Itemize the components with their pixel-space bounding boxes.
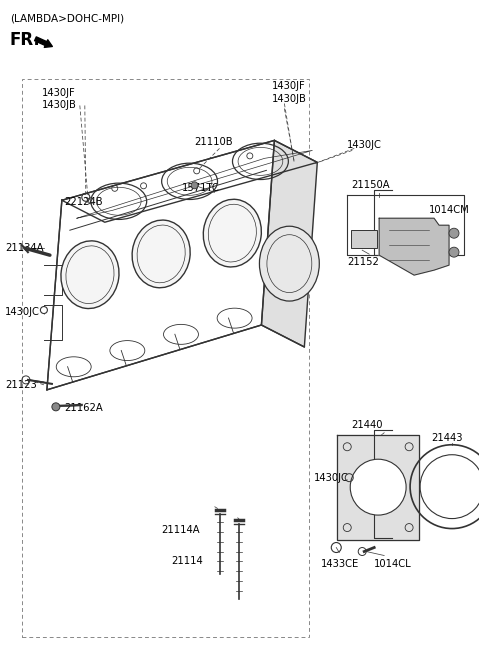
Text: 21443: 21443 <box>431 433 463 443</box>
Circle shape <box>40 307 48 313</box>
Text: 1430JF: 1430JF <box>42 87 76 97</box>
Polygon shape <box>337 435 419 539</box>
Ellipse shape <box>61 241 119 309</box>
Ellipse shape <box>204 199 262 267</box>
Bar <box>22 79 309 637</box>
Text: 1014CM: 1014CM <box>429 205 470 215</box>
Bar <box>351 230 377 248</box>
Text: 1430JC: 1430JC <box>5 307 40 317</box>
Text: 22124B: 22124B <box>64 197 103 207</box>
Text: 1571TC: 1571TC <box>181 183 219 193</box>
Polygon shape <box>62 141 317 222</box>
Text: FR.: FR. <box>10 31 41 49</box>
Text: 1430JB: 1430JB <box>42 101 77 110</box>
Text: 21134A: 21134A <box>5 243 44 253</box>
Circle shape <box>350 459 406 515</box>
Circle shape <box>449 228 459 238</box>
Polygon shape <box>379 218 449 275</box>
Text: 1433CE: 1433CE <box>321 560 360 570</box>
Text: (LAMBDA>DOHC-MPI): (LAMBDA>DOHC-MPI) <box>10 14 124 24</box>
Text: 21114A: 21114A <box>162 524 200 535</box>
Text: 21114: 21114 <box>172 556 204 566</box>
Polygon shape <box>262 141 317 347</box>
Text: 21440: 21440 <box>351 420 383 430</box>
Text: 21162A: 21162A <box>64 403 103 413</box>
Circle shape <box>191 182 198 189</box>
Text: 21123: 21123 <box>5 380 37 390</box>
Circle shape <box>449 247 459 257</box>
Text: 1014CL: 1014CL <box>374 560 412 570</box>
Text: 21110B: 21110B <box>194 137 233 147</box>
Text: 1430JC: 1430JC <box>347 141 382 150</box>
Polygon shape <box>47 141 275 390</box>
Text: 1430JC: 1430JC <box>314 472 349 483</box>
Ellipse shape <box>132 220 190 288</box>
Ellipse shape <box>259 226 319 301</box>
Text: 1430JF: 1430JF <box>271 81 305 91</box>
Text: 21152: 21152 <box>347 257 379 267</box>
Circle shape <box>52 403 60 411</box>
Text: 21150A: 21150A <box>351 180 390 191</box>
Text: 1430JB: 1430JB <box>271 93 306 104</box>
